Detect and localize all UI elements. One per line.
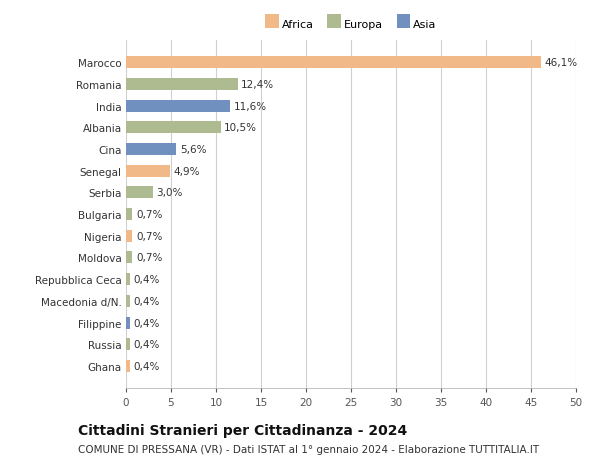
Text: 0,4%: 0,4% xyxy=(133,274,160,285)
Bar xyxy=(126,101,230,112)
Bar xyxy=(126,252,133,264)
Text: 0,4%: 0,4% xyxy=(133,318,160,328)
Bar xyxy=(126,187,153,199)
Text: 12,4%: 12,4% xyxy=(241,80,274,90)
Text: COMUNE DI PRESSANA (VR) - Dati ISTAT al 1° gennaio 2024 - Elaborazione TUTTITALI: COMUNE DI PRESSANA (VR) - Dati ISTAT al … xyxy=(78,444,539,454)
Text: 11,6%: 11,6% xyxy=(234,101,267,112)
Text: 10,5%: 10,5% xyxy=(224,123,257,133)
Text: 3,0%: 3,0% xyxy=(157,188,183,198)
Bar xyxy=(126,144,176,156)
Bar xyxy=(126,122,221,134)
Text: 0,7%: 0,7% xyxy=(136,231,162,241)
Bar xyxy=(126,209,133,220)
Text: 0,4%: 0,4% xyxy=(133,361,160,371)
Text: 0,4%: 0,4% xyxy=(133,296,160,306)
Bar xyxy=(126,360,130,372)
Text: 0,4%: 0,4% xyxy=(133,340,160,349)
Text: 4,9%: 4,9% xyxy=(174,166,200,176)
Bar xyxy=(126,78,238,90)
Text: Cittadini Stranieri per Cittadinanza - 2024: Cittadini Stranieri per Cittadinanza - 2… xyxy=(78,423,407,437)
Bar xyxy=(126,295,130,307)
Text: 0,7%: 0,7% xyxy=(136,210,162,219)
Bar xyxy=(126,165,170,177)
Bar xyxy=(126,317,130,329)
Bar xyxy=(126,274,130,285)
Bar xyxy=(126,57,541,69)
Bar xyxy=(126,339,130,351)
Bar xyxy=(126,230,133,242)
Text: 5,6%: 5,6% xyxy=(180,145,206,155)
Text: 0,7%: 0,7% xyxy=(136,253,162,263)
Legend: Africa, Europa, Asia: Africa, Europa, Asia xyxy=(263,17,439,32)
Text: 46,1%: 46,1% xyxy=(545,58,578,68)
